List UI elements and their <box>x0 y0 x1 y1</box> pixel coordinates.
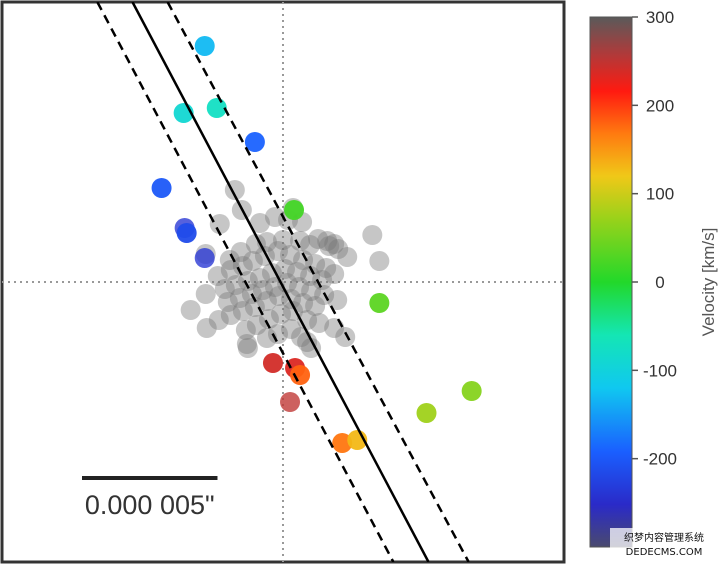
velocity-point <box>151 178 172 198</box>
grey-points-layer <box>180 180 390 358</box>
grey-point <box>362 225 383 245</box>
grey-point <box>237 338 258 358</box>
grey-point <box>281 319 302 339</box>
grey-point <box>249 268 270 288</box>
grey-point <box>264 207 285 227</box>
colorbar-tick-label: 100 <box>646 185 674 204</box>
watermark-logo: 织梦内容管理系统 DEDECMS.COM <box>610 528 718 560</box>
velocity-point <box>284 200 305 220</box>
grey-point <box>337 247 358 267</box>
grey-point <box>207 266 228 286</box>
grey-point <box>225 275 246 295</box>
velocity-point <box>416 403 437 423</box>
grey-point <box>258 309 279 329</box>
velocity-point <box>176 223 197 243</box>
grey-point <box>246 315 267 335</box>
grey-point <box>324 234 345 254</box>
grey-point <box>300 235 321 255</box>
grey-point <box>208 310 229 330</box>
grey-point <box>249 213 270 233</box>
grey-point <box>290 231 311 251</box>
velocity-point <box>244 132 265 152</box>
grey-point <box>277 273 298 293</box>
velocity-point <box>206 98 227 118</box>
grey-point <box>301 338 322 358</box>
grey-point <box>328 239 349 259</box>
grey-point <box>220 305 241 325</box>
position-angle-error-line-right <box>166 2 470 562</box>
grey-point <box>308 229 329 249</box>
grey-point <box>280 245 301 265</box>
grey-point <box>335 327 356 347</box>
grey-point <box>232 256 253 276</box>
svg-text:DEDECMS.COM: DEDECMS.COM <box>626 547 703 558</box>
grey-point <box>214 279 235 299</box>
colorbar-tick-label: 0 <box>655 273 664 292</box>
grey-point <box>267 324 288 344</box>
grey-point <box>319 236 340 256</box>
colorbar-title: Velocity [km/s] <box>699 228 718 337</box>
velocity-point <box>332 433 353 453</box>
velocity-point <box>369 293 390 313</box>
grey-point <box>287 262 308 282</box>
grey-point <box>252 280 273 300</box>
grey-point <box>273 230 293 250</box>
scale-bar-label: 0.000 005" <box>85 490 215 520</box>
colorbar <box>589 16 633 548</box>
colorbar-tick-label: -200 <box>643 450 677 469</box>
velocity-point <box>194 36 215 56</box>
grey-point <box>232 301 253 321</box>
grey-point <box>196 318 217 338</box>
grey-point <box>317 231 338 251</box>
grey-point <box>327 290 348 310</box>
grey-point <box>180 300 201 320</box>
position-angle-error-line-left <box>96 2 395 562</box>
grey-point <box>267 241 288 261</box>
grey-point <box>297 332 318 352</box>
grey-point <box>219 250 240 270</box>
grey-point <box>256 291 277 311</box>
velocity-point <box>290 365 311 385</box>
grey-point <box>242 251 263 271</box>
colorbar-ticks: 300 200 100 0 -100 -200 <box>632 8 677 469</box>
grey-point <box>324 264 345 284</box>
velocity-point <box>194 248 215 268</box>
velocity-point <box>262 353 283 373</box>
grey-point <box>270 304 291 324</box>
grey-point <box>261 263 282 283</box>
grey-point <box>217 292 238 312</box>
grey-point <box>312 270 333 290</box>
grey-point <box>209 214 230 234</box>
grey-point <box>301 281 322 301</box>
colorbar-tick-label: 300 <box>646 8 674 27</box>
grey-point <box>369 251 390 271</box>
position-angle-line <box>131 2 430 562</box>
grey-point <box>237 271 258 291</box>
grey-point <box>289 277 310 297</box>
grey-point <box>220 260 241 280</box>
grey-point <box>293 293 314 313</box>
velocity-point <box>280 392 301 412</box>
grey-point <box>309 313 330 333</box>
grey-point <box>230 242 251 262</box>
colorbar-tick-label: 200 <box>646 96 674 115</box>
grey-point <box>235 320 256 340</box>
grey-point <box>256 328 277 348</box>
grey-point <box>300 266 321 286</box>
grey-point <box>236 334 257 354</box>
svg-text:织梦内容管理系统: 织梦内容管理系统 <box>624 531 704 544</box>
velocity-point <box>461 381 482 401</box>
colorbar-tick-label: -100 <box>643 361 677 380</box>
grey-point <box>316 258 337 278</box>
grey-point <box>245 234 266 254</box>
grey-point <box>195 284 216 304</box>
grey-point <box>305 296 326 316</box>
grey-point <box>275 259 296 279</box>
grey-point <box>229 288 250 308</box>
grey-point <box>293 250 314 270</box>
